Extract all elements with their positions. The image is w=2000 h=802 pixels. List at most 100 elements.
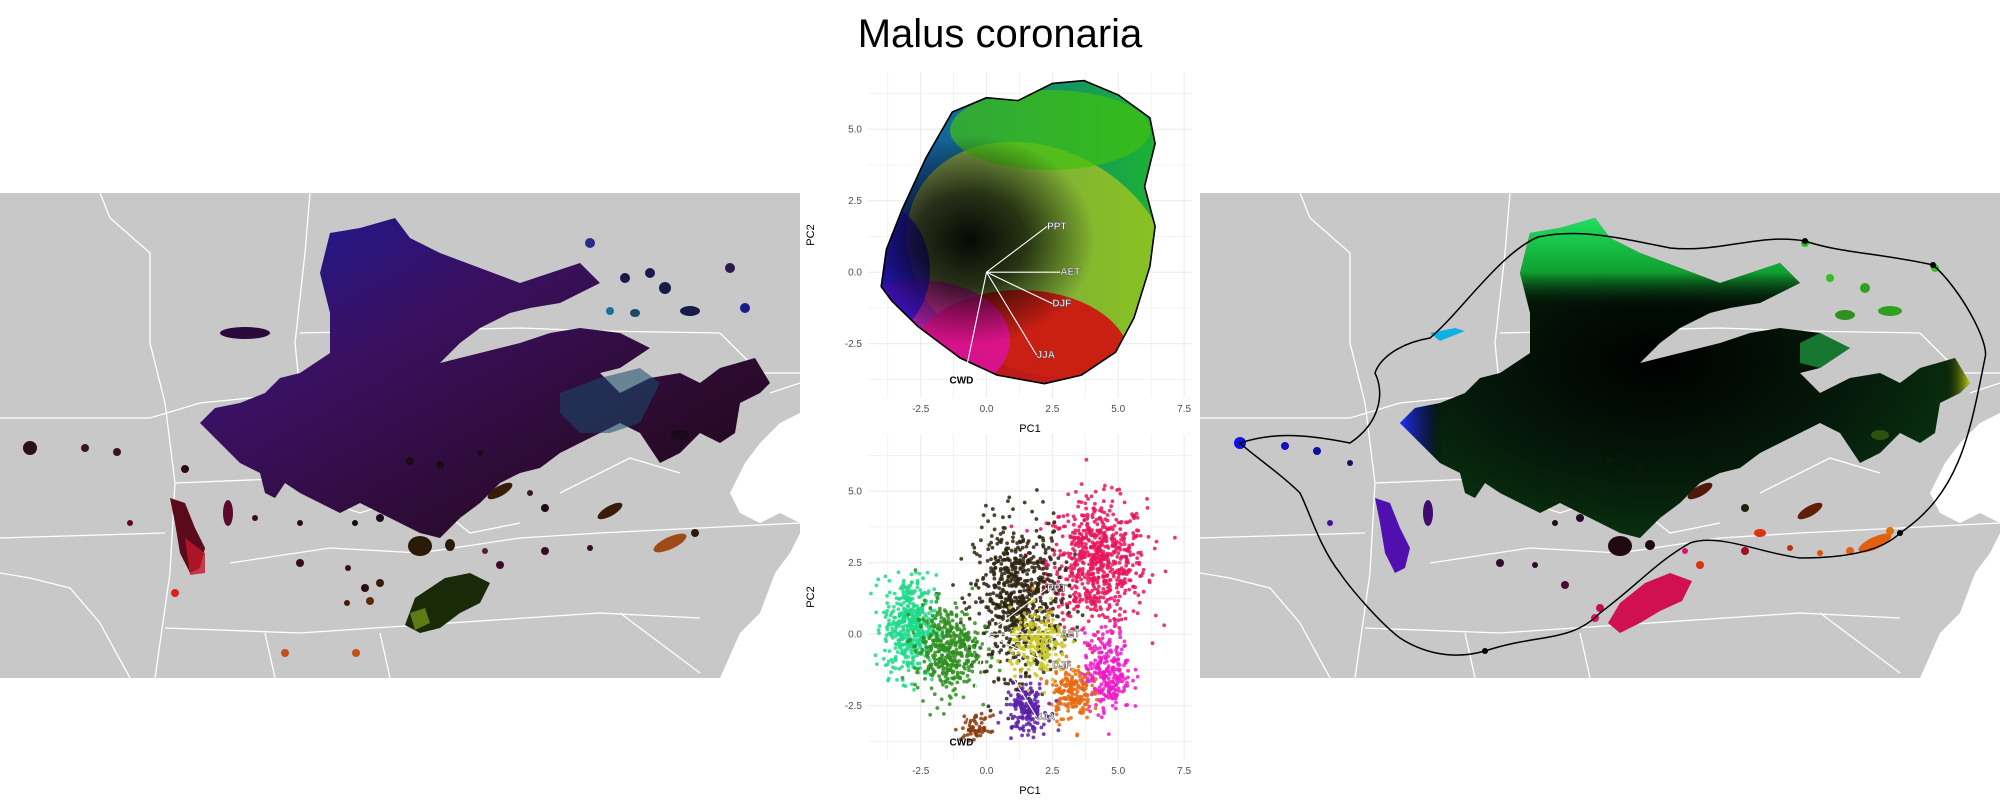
scatter-point: [1074, 541, 1079, 546]
scatter-point: [1024, 618, 1028, 622]
scatter-point: [917, 638, 921, 643]
scatter-point: [1015, 579, 1020, 584]
scatter-point: [1056, 604, 1061, 609]
scatter-point: [885, 627, 890, 632]
scatter-point: [1030, 565, 1035, 570]
scatter-point: [1092, 510, 1096, 514]
scatter-point: [982, 726, 987, 730]
scatter-point: [954, 613, 959, 617]
scatter-point: [1058, 667, 1063, 672]
scatter-point: [933, 616, 938, 621]
scatter-point: [1059, 600, 1064, 605]
scatter-point: [1073, 552, 1077, 557]
scatter-point: [1072, 566, 1077, 571]
plot-axes: -2.5 0.0 2.5 5.0 7.5 -2.5 0.0 2.5 5.0 PC1 PC2: [805, 487, 1191, 797]
scatter-point: [939, 644, 944, 649]
scatter-point: [1011, 629, 1016, 634]
scatter-point: [887, 578, 892, 583]
scatter-point: [1002, 610, 1006, 615]
y-tick-label: 5.0: [848, 487, 862, 498]
scatter-point: [1073, 697, 1078, 701]
scatter-point: [895, 678, 899, 682]
scatter-point: [915, 604, 919, 608]
scatter-point: [1124, 563, 1128, 568]
scatter-point: [896, 607, 901, 612]
scatter-point: [1111, 696, 1115, 701]
scatter-point: [1051, 683, 1055, 687]
scatter-point: [1026, 667, 1031, 672]
scatter-point: [926, 625, 931, 630]
scatter-point: [1072, 592, 1076, 597]
x-tick-label: 5.0: [1111, 404, 1125, 415]
scatter-point: [976, 586, 981, 590]
scatter-point: [895, 650, 900, 654]
scatter-point: [1029, 634, 1033, 639]
scatter-point: [887, 621, 891, 626]
scatter-point: [928, 712, 933, 717]
scatter-point: [1010, 623, 1014, 628]
scatter-point: [969, 732, 973, 736]
scatter-point: [1109, 504, 1114, 509]
scatter-point: [999, 590, 1003, 595]
scatter-point: [1031, 555, 1036, 559]
scatter-point: [1110, 658, 1114, 663]
scatter-point: [938, 664, 942, 669]
scatter-point: [982, 669, 987, 674]
scatter-point: [1080, 541, 1085, 545]
scatter-point: [1111, 549, 1116, 554]
scatter-point: [938, 612, 943, 617]
scatter-point: [1105, 518, 1110, 523]
scatter-point: [1005, 625, 1010, 629]
scatter-point: [1011, 655, 1016, 660]
scatter-point: [941, 668, 946, 672]
scatter-point: [994, 602, 999, 607]
scatter-point: [903, 623, 908, 628]
scatter-point: [1072, 607, 1076, 611]
scatter-point: [900, 675, 905, 680]
scatter-point: [1004, 696, 1009, 701]
scatter-point: [1066, 492, 1071, 497]
scatter-point: [1021, 716, 1025, 721]
scatter-point: [1016, 561, 1021, 566]
scatter-point: [885, 608, 889, 613]
scatter-point: [1074, 692, 1078, 697]
scatter-point: [959, 644, 963, 649]
scatter-point: [922, 659, 927, 664]
scatter-point: [939, 659, 944, 664]
scatter-point: [1015, 720, 1020, 725]
scatter-point: [951, 649, 955, 654]
scatter-point: [943, 679, 948, 684]
scatter-point: [1150, 641, 1155, 646]
scatter-point: [1123, 580, 1128, 585]
scatter-point: [1106, 640, 1111, 644]
scatter-point: [1084, 653, 1088, 658]
scatter-point: [1078, 694, 1083, 699]
scatter-point: [1113, 620, 1117, 625]
scatter-point: [1036, 590, 1040, 594]
scatter-point: [1083, 675, 1088, 679]
scatter-point: [1053, 565, 1057, 570]
scatter-point: [897, 614, 902, 619]
scatter-point: [1007, 558, 1012, 563]
scatter-point: [1134, 571, 1138, 576]
scatter-point: [981, 575, 986, 580]
scatter-point: [991, 601, 995, 606]
scatter-point: [1039, 676, 1043, 681]
scatter-point: [1081, 682, 1086, 687]
scatter-point: [1047, 545, 1051, 550]
scatter-point: [1122, 500, 1127, 505]
loading-vector: [986, 225, 1048, 273]
scatter-point: [952, 637, 957, 642]
scatter-point: [1114, 517, 1119, 522]
scatter-point: [1087, 526, 1091, 530]
scatter-point: [1103, 693, 1108, 698]
scatter-point: [1099, 670, 1104, 675]
scatter-point: [940, 630, 945, 634]
scatter-point: [982, 717, 986, 722]
scatter-point: [1083, 545, 1088, 549]
scatter-point: [1083, 631, 1087, 635]
scatter-point: [1099, 506, 1104, 510]
scatter-point: [935, 645, 939, 649]
scatter-point: [1072, 538, 1077, 542]
scatter-point: [1035, 614, 1040, 619]
